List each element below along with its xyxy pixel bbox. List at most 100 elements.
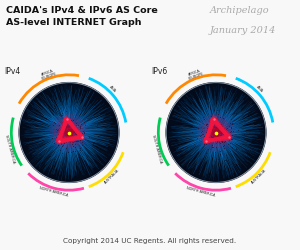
Point bbox=[66, 129, 70, 133]
Point bbox=[68, 130, 73, 134]
Point bbox=[63, 128, 68, 132]
Point bbox=[64, 128, 69, 132]
Point bbox=[215, 157, 220, 161]
Point bbox=[67, 132, 72, 136]
Point bbox=[214, 134, 218, 138]
Point bbox=[212, 135, 217, 139]
Point bbox=[67, 130, 71, 134]
Point bbox=[231, 111, 236, 115]
Point bbox=[216, 140, 221, 143]
Point bbox=[209, 130, 214, 134]
Point bbox=[68, 137, 73, 141]
Point bbox=[74, 128, 79, 132]
Point bbox=[64, 127, 69, 131]
Point bbox=[73, 131, 78, 135]
Text: Archipelago: Archipelago bbox=[210, 6, 270, 15]
Point bbox=[213, 130, 218, 134]
Point bbox=[215, 128, 220, 132]
Point bbox=[217, 130, 222, 134]
Point bbox=[216, 129, 221, 133]
Point bbox=[67, 128, 71, 132]
Point bbox=[219, 139, 224, 143]
Point bbox=[217, 130, 222, 134]
Point bbox=[213, 130, 218, 134]
Point bbox=[65, 136, 70, 140]
Point bbox=[69, 128, 74, 132]
Point bbox=[64, 132, 69, 136]
Point bbox=[65, 132, 70, 136]
Point bbox=[74, 132, 79, 136]
Point bbox=[67, 132, 72, 136]
Point bbox=[214, 130, 218, 134]
Point bbox=[214, 129, 219, 133]
Point bbox=[205, 132, 209, 136]
Point bbox=[62, 122, 67, 126]
Point bbox=[216, 136, 221, 140]
Point bbox=[214, 128, 219, 132]
Point bbox=[58, 139, 62, 143]
Point bbox=[67, 130, 71, 134]
Point bbox=[69, 133, 74, 137]
Point bbox=[70, 136, 75, 140]
Point bbox=[213, 130, 218, 134]
Point bbox=[215, 134, 220, 138]
Circle shape bbox=[209, 125, 223, 140]
Point bbox=[73, 126, 78, 130]
Point bbox=[76, 133, 80, 137]
Point bbox=[213, 130, 218, 134]
Point bbox=[68, 130, 72, 134]
Point bbox=[64, 132, 68, 136]
Point bbox=[64, 130, 69, 134]
Point bbox=[66, 130, 71, 134]
Point bbox=[219, 136, 224, 140]
Point bbox=[66, 131, 70, 135]
Point bbox=[225, 126, 230, 130]
Point bbox=[70, 131, 75, 135]
Point bbox=[212, 129, 216, 133]
Point bbox=[58, 134, 63, 138]
Point bbox=[217, 140, 222, 144]
Circle shape bbox=[58, 122, 80, 143]
Point bbox=[62, 128, 67, 132]
Point bbox=[86, 135, 91, 139]
Point bbox=[224, 134, 229, 138]
Point bbox=[71, 127, 76, 131]
Point bbox=[214, 132, 219, 136]
Point bbox=[66, 132, 71, 136]
Point bbox=[66, 138, 71, 142]
Point bbox=[213, 129, 218, 133]
Point bbox=[67, 130, 71, 134]
Point bbox=[66, 130, 71, 134]
Point bbox=[205, 122, 210, 126]
Point bbox=[67, 132, 71, 136]
Point bbox=[220, 126, 225, 130]
Point bbox=[220, 128, 225, 132]
Point bbox=[219, 130, 224, 134]
Point bbox=[64, 122, 69, 126]
Point bbox=[66, 130, 71, 134]
Point bbox=[213, 131, 218, 135]
Point bbox=[66, 131, 71, 135]
Point bbox=[65, 127, 70, 131]
Point bbox=[65, 126, 70, 130]
Text: SOUTH AMERICA: SOUTH AMERICA bbox=[4, 134, 15, 163]
Point bbox=[63, 129, 68, 133]
Point bbox=[221, 126, 226, 130]
Point bbox=[205, 132, 210, 136]
Point bbox=[61, 127, 66, 131]
Point bbox=[67, 130, 71, 134]
Point bbox=[218, 141, 223, 145]
Point bbox=[214, 130, 218, 134]
Point bbox=[63, 131, 68, 135]
Point bbox=[207, 126, 212, 130]
Point bbox=[209, 138, 214, 141]
Point bbox=[66, 129, 71, 133]
Point bbox=[71, 130, 76, 134]
Point bbox=[220, 144, 225, 148]
Point bbox=[223, 131, 228, 135]
Point bbox=[224, 131, 229, 135]
Point bbox=[216, 131, 220, 135]
Point bbox=[209, 134, 214, 138]
Point bbox=[212, 130, 217, 134]
Point bbox=[57, 134, 62, 138]
